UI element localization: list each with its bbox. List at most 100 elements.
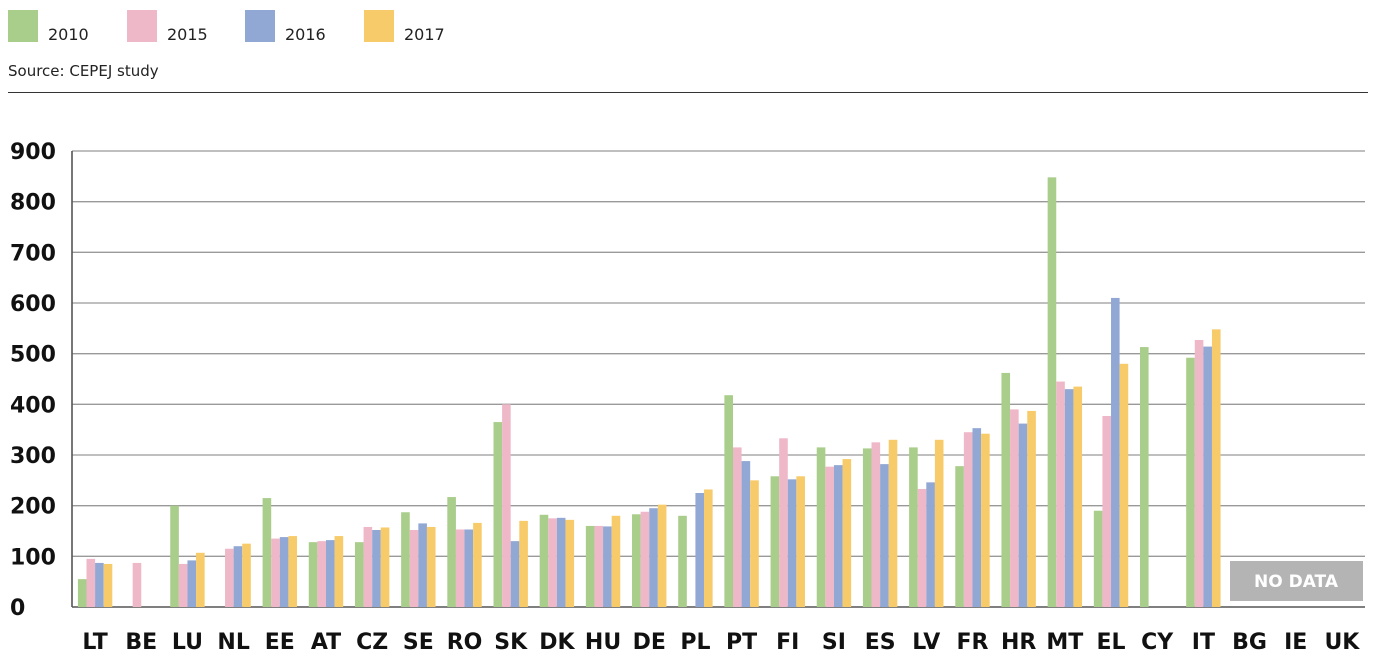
bar-AT-2015	[317, 541, 326, 607]
bar-HU-2015	[594, 525, 604, 607]
bar-EL-2016	[1111, 297, 1120, 607]
y-tick-label: 200	[10, 495, 56, 520]
y-tick-label: 900	[10, 140, 56, 165]
bar-NL-2015	[225, 548, 234, 607]
x-tick-label: MT	[1046, 630, 1083, 655]
x-tick-label: NL	[217, 630, 249, 655]
bar-LV-2017	[934, 439, 944, 607]
bar-HR-2015	[1010, 409, 1019, 607]
bar-EL-2017	[1119, 363, 1129, 607]
bar-DK-2016	[556, 517, 566, 607]
bar-RO-2016	[464, 529, 474, 607]
bar-FI-2015	[779, 438, 788, 607]
bar-HR-2010	[1001, 372, 1011, 607]
legend-swatch	[8, 10, 38, 42]
x-tick-label: LV	[912, 630, 940, 655]
x-tick-label: RO	[447, 630, 483, 655]
bar-RO-2017	[473, 522, 482, 607]
bar-NL-2016	[233, 546, 243, 607]
bar-HU-2016	[603, 526, 612, 607]
x-tick-label: ES	[865, 630, 896, 655]
bar-ES-2016	[880, 464, 889, 607]
bar-ES-2015	[871, 442, 881, 607]
bar-LT-2010	[77, 579, 87, 607]
x-tick-label: PT	[726, 630, 757, 655]
bar-LV-2016	[926, 482, 935, 607]
bar-FI-2016	[787, 479, 797, 607]
bar-DK-2017	[565, 519, 575, 607]
bar-EE-2017	[288, 536, 298, 607]
legend-label: 2010	[48, 25, 89, 44]
bar-DE-2015	[640, 511, 650, 607]
bar-FR-2015	[963, 432, 973, 607]
bar-SI-2016	[833, 465, 843, 607]
bar-EL-2015	[1102, 415, 1112, 607]
bar-EE-2015	[271, 538, 280, 607]
x-tick-label: BG	[1232, 630, 1267, 655]
x-tick-label: DE	[633, 630, 666, 655]
bar-MT-2016	[1064, 389, 1074, 607]
x-tick-label: SI	[822, 630, 846, 655]
bar-SE-2016	[418, 523, 427, 607]
bar-CY-2010	[1139, 347, 1149, 607]
bar-DE-2016	[649, 508, 658, 607]
x-tick-label: HR	[1001, 630, 1036, 655]
bar-IT-2010	[1186, 357, 1195, 607]
bar-MT-2017	[1073, 386, 1083, 607]
bar-NL-2017	[242, 543, 251, 607]
bar-SK-2017	[519, 520, 528, 607]
bar-SI-2017	[842, 459, 852, 607]
y-tick-label: 600	[10, 292, 56, 317]
bars	[77, 177, 1221, 607]
bar-EE-2016	[279, 537, 289, 607]
y-tick-label: 100	[10, 545, 56, 570]
bar-DE-2017	[657, 504, 667, 607]
bar-LV-2010	[909, 447, 918, 607]
bar-AT-2017	[334, 536, 344, 607]
bar-SE-2010	[401, 512, 410, 607]
bar-DE-2010	[632, 514, 641, 607]
bar-LV-2015	[917, 488, 927, 607]
bar-PL-2016	[695, 493, 705, 607]
bar-SK-2016	[510, 541, 520, 607]
y-axis-ticks: 0 100 200 300 400 500 600 700 800 900	[10, 140, 56, 621]
bar-IT-2015	[1194, 339, 1204, 607]
bar-PT-2016	[741, 461, 751, 607]
x-tick-label: CZ	[356, 630, 388, 655]
bar-DK-2015	[548, 518, 557, 607]
bar-LU-2010	[170, 505, 179, 607]
x-tick-label: EE	[265, 630, 295, 655]
header-divider	[8, 92, 1368, 93]
bar-PT-2017	[750, 480, 759, 607]
bar-PL-2010	[678, 515, 687, 607]
x-tick-label: AT	[311, 630, 341, 655]
bar-SK-2015	[502, 404, 511, 607]
bar-HU-2017	[611, 515, 621, 607]
x-tick-label: SE	[403, 630, 434, 655]
bar-PT-2015	[732, 447, 742, 607]
bar-AT-2010	[308, 542, 318, 607]
bar-ES-2010	[862, 448, 872, 607]
bar-FR-2016	[972, 428, 982, 607]
bar-EL-2010	[1093, 510, 1103, 607]
bar-SK-2010	[493, 422, 503, 607]
bar-SE-2015	[409, 529, 419, 607]
bar-HR-2017	[1027, 410, 1036, 607]
bar-LU-2015	[178, 563, 188, 607]
bar-FR-2010	[955, 466, 964, 607]
bar-IT-2017	[1211, 329, 1221, 607]
x-tick-label: SK	[494, 630, 528, 655]
bar-LU-2016	[187, 560, 197, 607]
x-tick-label: HU	[585, 630, 621, 655]
bar-FI-2017	[796, 476, 805, 607]
x-tick-label: FI	[776, 630, 799, 655]
bar-SI-2010	[816, 447, 826, 607]
no-data-badge: NO DATA	[1230, 561, 1363, 601]
x-tick-label: CY	[1141, 630, 1174, 655]
x-tick-label: FR	[956, 630, 988, 655]
bar-BE-2015	[132, 562, 142, 607]
x-tick-label: LU	[172, 630, 203, 655]
x-tick-label: EL	[1096, 630, 1125, 655]
bar-FI-2010	[770, 476, 780, 607]
bar-LT-2015	[86, 558, 96, 607]
